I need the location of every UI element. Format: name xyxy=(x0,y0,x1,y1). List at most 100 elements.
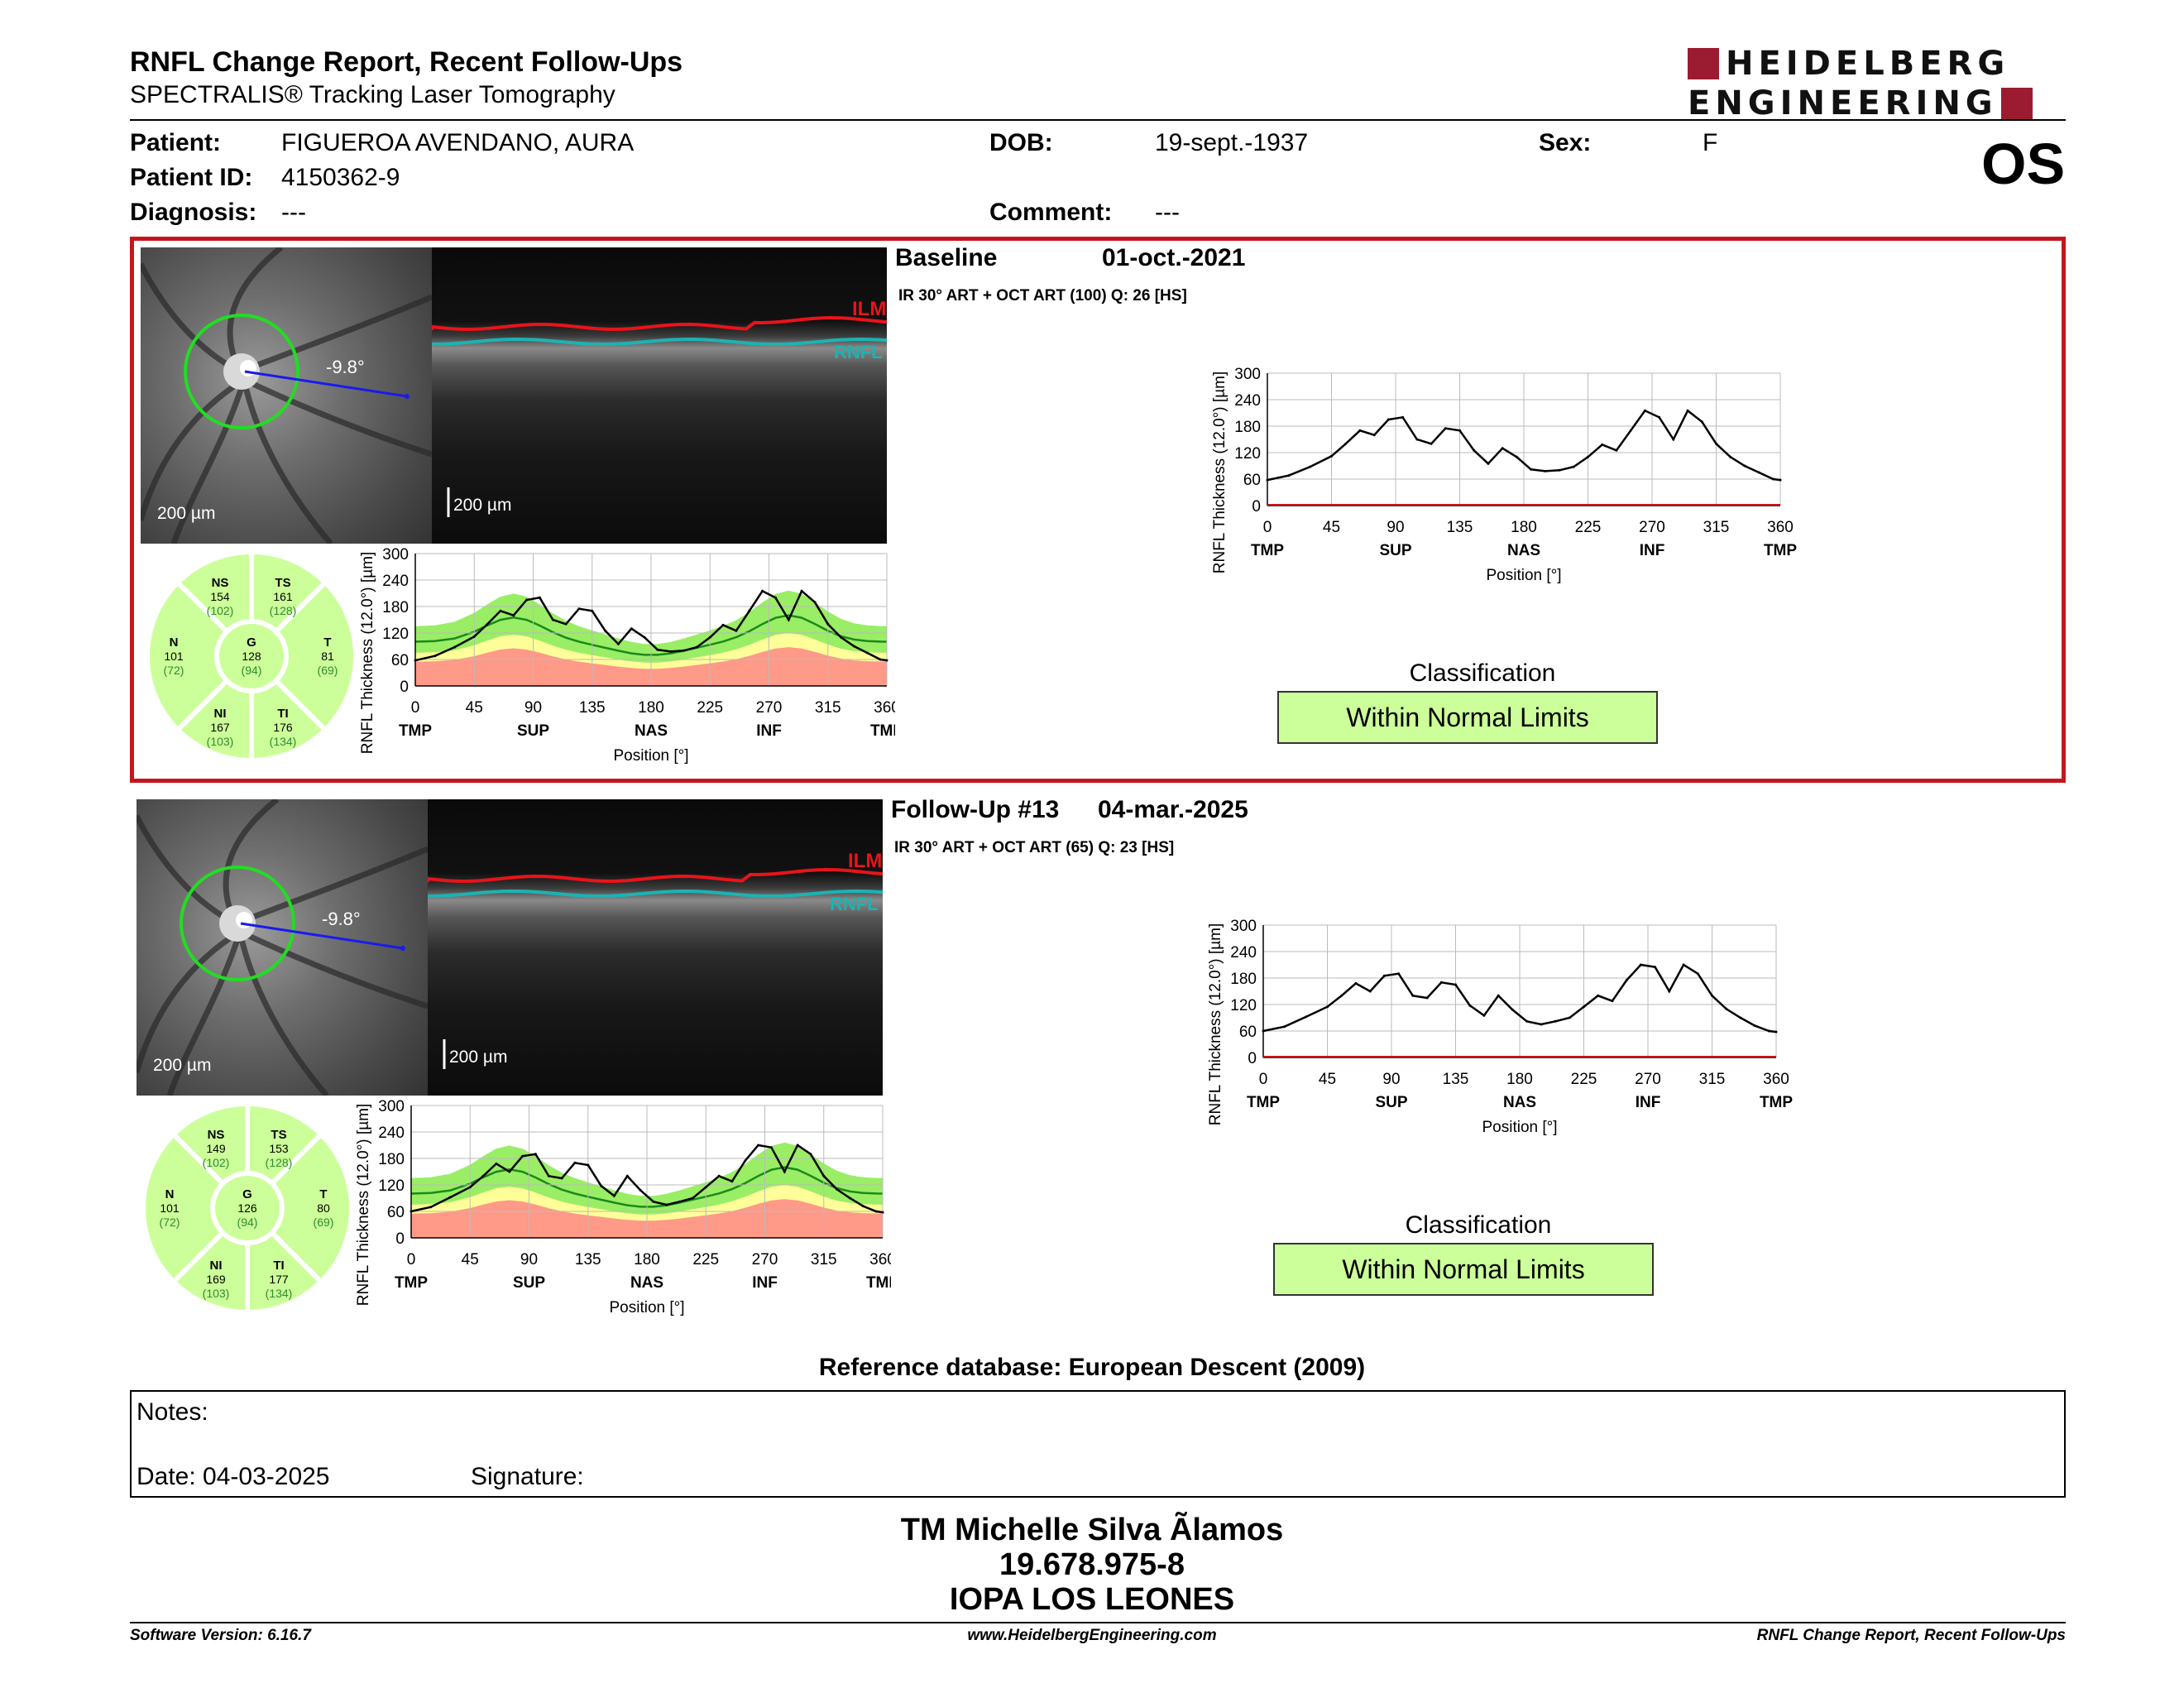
sector-value: 153 xyxy=(269,1142,289,1155)
sector-axis-label: INF xyxy=(1636,1094,1661,1111)
sector-name: TI xyxy=(277,707,288,721)
sector-reference: (94) xyxy=(237,1216,258,1229)
data-point xyxy=(678,1200,682,1203)
x-tick-label: 0 xyxy=(407,1251,416,1268)
x-tick-label: 0 xyxy=(1263,519,1272,536)
x-axis-title: Position [°] xyxy=(613,747,688,765)
data-point xyxy=(761,589,764,592)
data-point xyxy=(809,1153,812,1156)
footer-report: RNFL Change Report, Recent Follow-Ups xyxy=(1756,1627,2066,1644)
sector-name: N xyxy=(165,1187,175,1201)
sector-reference: (72) xyxy=(164,664,184,677)
data-point xyxy=(486,622,489,626)
sector-value: 81 xyxy=(321,650,334,663)
data-point xyxy=(521,1154,524,1158)
data-point xyxy=(1779,478,1782,482)
x-tick-label: 135 xyxy=(1443,1071,1469,1088)
data-point xyxy=(861,1205,864,1208)
oct-bscan-image: ILM RNFL 200 µm xyxy=(432,247,887,544)
classification-title: Classification xyxy=(1405,1211,1552,1239)
data-point xyxy=(1729,455,1732,458)
data-point xyxy=(796,1144,799,1147)
y-tick-label: 60 xyxy=(391,652,409,669)
data-point xyxy=(822,1174,826,1177)
sector-reference: (72) xyxy=(160,1216,180,1229)
data-point xyxy=(1544,469,1547,472)
sector-value: 154 xyxy=(210,590,230,603)
exam-baseline: -9.8° 200 µm ILM RNFL 200 µm NS 154 (102) TS 161(… xyxy=(130,237,2066,783)
sector-axis-label: TMP xyxy=(1247,1094,1280,1111)
data-point xyxy=(1682,963,1685,966)
date-label: Date: 04-03-2025 xyxy=(136,1463,330,1490)
sector-name: NI xyxy=(210,1259,223,1273)
data-point xyxy=(573,1161,577,1164)
y-tick-label: 300 xyxy=(378,1098,405,1115)
data-point xyxy=(656,648,659,651)
data-point xyxy=(1262,1029,1265,1033)
sector-reference: (102) xyxy=(207,604,234,617)
reference-database: Reference database: European Descent (20… xyxy=(818,1354,1366,1381)
data-point xyxy=(1382,974,1386,977)
x-tick-label: 360 xyxy=(874,699,895,717)
sector-axis-label: NAS xyxy=(630,1274,663,1292)
logo-line1: HEIDELBERG xyxy=(1726,45,2010,83)
data-point xyxy=(813,601,817,604)
data-point xyxy=(717,1174,721,1177)
data-point xyxy=(1774,1030,1778,1033)
sector-thickness-diagram: NS 149 (102) TS 153 (128) N 101 (72) G 126 (94) T 80(… xyxy=(140,1101,355,1316)
sector-axis-label: INF xyxy=(752,1274,778,1292)
data-point xyxy=(433,655,437,658)
fundus-image: -9.8° 200 µm xyxy=(141,247,432,544)
data-point xyxy=(1501,447,1504,450)
x-tick-label: 270 xyxy=(752,1251,778,1268)
sector-reference: (134) xyxy=(270,735,297,748)
sector-value: 169 xyxy=(206,1273,226,1286)
data-point xyxy=(1540,1023,1543,1026)
x-tick-label: 0 xyxy=(411,699,420,717)
sector-name: TS xyxy=(271,1128,286,1142)
exam-date: 04-mar.-2025 xyxy=(1098,796,1248,823)
rnfl-line xyxy=(428,889,883,899)
data-point xyxy=(1700,420,1703,424)
logo-red-square xyxy=(2000,88,2033,119)
y-axis-title: RNFL Thickness (12.0°) [µm] xyxy=(355,1104,372,1307)
x-axis-title: Position [°] xyxy=(609,1299,684,1316)
sector-axis-label: TMP xyxy=(1251,542,1284,559)
data-point xyxy=(774,596,777,599)
data-point xyxy=(604,629,607,632)
x-tick-label: 45 xyxy=(1319,1071,1336,1088)
sector-axis-label: TMP xyxy=(1760,1094,1793,1111)
data-point xyxy=(1354,981,1358,985)
ilm-label: ILM xyxy=(852,298,886,320)
x-tick-label: 135 xyxy=(1447,519,1473,536)
data-point xyxy=(1330,454,1333,458)
data-point xyxy=(1372,434,1376,437)
data-point xyxy=(826,622,830,626)
y-tick-label: 300 xyxy=(1234,366,1261,383)
diagnosis-label: Diagnosis: xyxy=(130,199,257,226)
data-point xyxy=(481,1174,485,1177)
sector-reference: (103) xyxy=(203,1287,230,1300)
oct-scale-label: 200 µm xyxy=(449,1048,508,1067)
y-tick-label: 300 xyxy=(1230,918,1257,935)
sector-reference: (128) xyxy=(270,604,297,617)
classification-result: Within Normal Limits xyxy=(1273,1243,1654,1296)
sector-axis-label: TMP xyxy=(866,1274,891,1292)
data-point xyxy=(512,614,515,617)
data-point xyxy=(1401,415,1405,419)
y-tick-label: 240 xyxy=(382,573,409,590)
x-tick-label: 270 xyxy=(1639,519,1665,536)
sector-axis-label: SUP xyxy=(517,722,549,740)
normative-mean-line xyxy=(414,614,888,656)
x-tick-label: 360 xyxy=(869,1251,891,1268)
y-tick-label: 120 xyxy=(1234,445,1261,463)
sector-name: G xyxy=(247,635,256,650)
footer-divider xyxy=(130,1622,2066,1623)
sector-value: 167 xyxy=(210,721,230,734)
data-point xyxy=(1487,462,1490,465)
notes-box: Notes: Date: 04-03-2025 Signature: xyxy=(130,1390,2066,1498)
x-tick-label: 315 xyxy=(811,1251,837,1268)
classification-title: Classification xyxy=(1409,659,1556,687)
dob-value: 19-sept.-1937 xyxy=(1155,129,1309,156)
